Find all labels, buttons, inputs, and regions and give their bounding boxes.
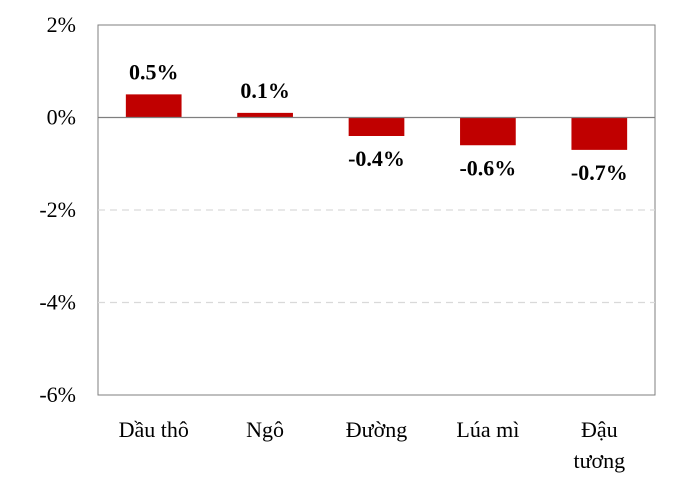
bars xyxy=(125,94,628,150)
data-label: 0.1% xyxy=(240,78,290,103)
bar xyxy=(125,94,182,118)
data-label: 0.5% xyxy=(129,59,179,84)
category-label: Lúa mì xyxy=(456,417,519,442)
x-axis-categories: Dầu thô Ngô Đường Lúa mì Đậu tương xyxy=(119,417,626,473)
bar xyxy=(571,117,628,150)
y-axis-ticks: 2% 0% -2% -4% -6% xyxy=(39,12,76,407)
y-tick-label: 2% xyxy=(47,12,76,37)
gridlines xyxy=(98,209,655,304)
bar xyxy=(348,117,405,136)
y-tick-label: -4% xyxy=(39,290,76,315)
y-tick-label: 0% xyxy=(47,105,76,130)
category-label: Dầu thô xyxy=(119,417,189,442)
category-label: Đường xyxy=(346,417,407,442)
data-label: -0.4% xyxy=(348,146,405,171)
data-label: -0.7% xyxy=(571,160,628,185)
data-label: -0.6% xyxy=(459,155,516,180)
category-label: Đậu xyxy=(581,417,618,442)
y-tick-label: -6% xyxy=(39,382,76,407)
category-label: tương xyxy=(573,448,625,473)
bar xyxy=(237,112,293,118)
category-label: Ngô xyxy=(246,417,284,442)
y-tick-label: -2% xyxy=(39,197,76,222)
bar xyxy=(460,117,516,146)
data-labels: 0.5% 0.1% -0.4% -0.6% -0.7% xyxy=(129,59,628,185)
